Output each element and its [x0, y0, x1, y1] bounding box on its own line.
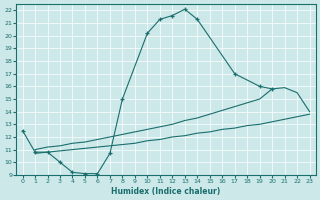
- X-axis label: Humidex (Indice chaleur): Humidex (Indice chaleur): [111, 187, 221, 196]
